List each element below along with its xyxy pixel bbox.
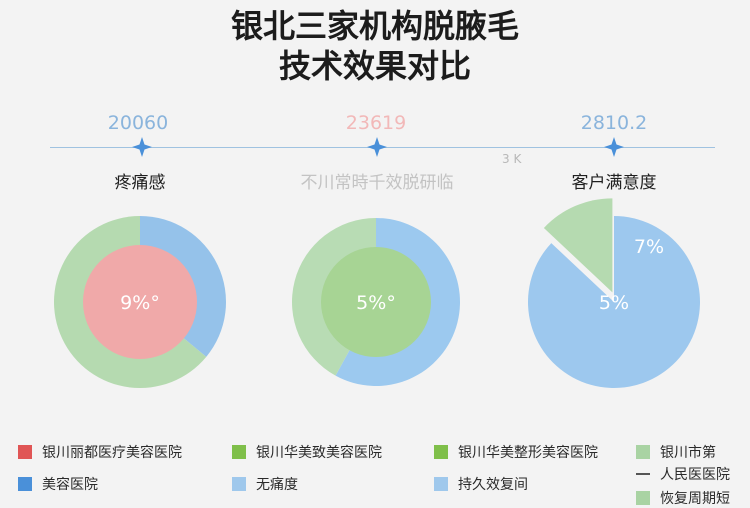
timeline-marker-2-icon <box>367 137 387 157</box>
legend-label-8: 人民医医院 <box>660 467 730 483</box>
legend-item-8: 人民医医院 <box>636 464 730 484</box>
legend-item-3: 银川华美整形美容医院 <box>434 442 598 462</box>
legend-item-5: 美容医院 <box>18 474 98 494</box>
pie-2-center <box>321 247 431 357</box>
legend-swatch-6 <box>232 477 246 491</box>
pie-chart-3: 5% 7% <box>528 198 700 389</box>
chart-title: 银北三家机构脱腋毛 技术效果对比 <box>0 6 750 86</box>
legend-item-2: 银川华美致美容医院 <box>232 442 382 462</box>
legend-swatch-2 <box>232 445 246 459</box>
legend-item-1: 银川丽都医疗美容医院 <box>18 442 182 462</box>
pie-chart-1: 9%° <box>53 216 226 388</box>
pie-1-center <box>83 245 197 359</box>
pie-chart-2: 5%° <box>291 218 460 386</box>
legend-swatch-3 <box>434 445 448 459</box>
timeline-year-1: 20060 <box>107 112 169 134</box>
legend-swatch-8 <box>636 473 650 475</box>
pie-3-slice-label: 7% <box>634 236 664 258</box>
legend-item-7: 持久效复间 <box>434 474 528 494</box>
legend-label-1: 银川丽都医疗美容医院 <box>42 445 182 461</box>
legend-label-2: 银川华美致美容医院 <box>256 445 382 461</box>
legend-label-5: 美容医院 <box>42 477 98 493</box>
pie-3-slice-2 <box>543 198 613 293</box>
timeline-year-3: 2810.2 <box>580 112 648 134</box>
pie-1-center-label: 9%° <box>120 292 160 314</box>
legend-swatch-7 <box>434 477 448 491</box>
legend-swatch-1 <box>18 445 32 459</box>
legend-label-3: 银川华美整形美容医院 <box>458 445 598 461</box>
legend-swatch-5 <box>18 477 32 491</box>
legend-swatch-4 <box>636 445 650 459</box>
panel-title-satisfaction: 客户满意度 <box>571 173 657 193</box>
legend: 银川丽都医疗美容医院 银川华美致美容医院 银川华美整形美容医院 银川市第 美容医… <box>0 434 750 507</box>
panel-title-pain: 疼痛感 <box>114 173 166 193</box>
timeline-ghost-label: 3 K <box>502 152 522 166</box>
legend-item-4: 银川市第 <box>636 442 716 462</box>
legend-label-4: 银川市第 <box>660 445 716 461</box>
legend-swatch-9 <box>636 491 650 505</box>
timeline-marker-3-icon <box>604 137 624 157</box>
pie-3-slice-1 <box>528 216 700 389</box>
pie-2-center-label: 5%° <box>356 292 396 314</box>
legend-label-6: 无痛度 <box>256 477 298 493</box>
pie-3-center-label: 5% <box>599 292 629 314</box>
legend-label-9: 恢复周期短 <box>660 491 730 507</box>
legend-label-7: 持久效复间 <box>458 477 528 493</box>
legend-item-9: 恢复周期短 <box>636 488 730 508</box>
chart-title-line-2: 技术效果对比 <box>278 47 471 85</box>
timeline-year-2: 23619 <box>345 112 407 134</box>
chart-title-line-1: 银北三家机构脱腋毛 <box>230 7 519 45</box>
timeline-marker-1-icon <box>132 137 152 157</box>
legend-item-6: 无痛度 <box>232 474 298 494</box>
panel-title-effect: 不川常時千效脱研临 <box>300 173 454 193</box>
